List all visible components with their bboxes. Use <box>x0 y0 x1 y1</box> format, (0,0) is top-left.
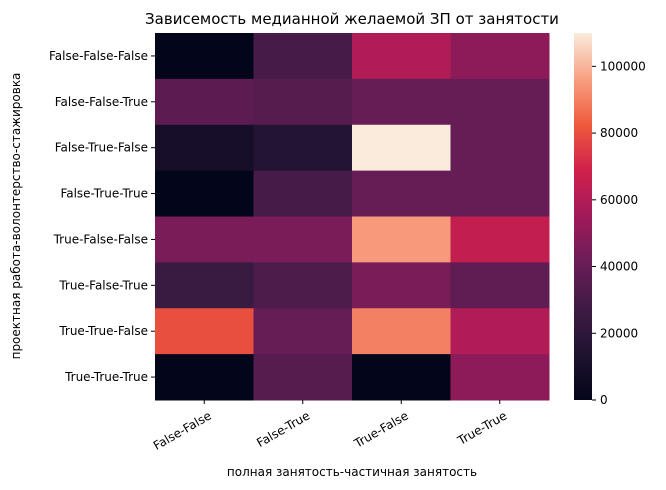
heatmap-cell <box>352 78 451 126</box>
heatmap-cell <box>155 216 254 263</box>
colorbar-tick-label: 60000 <box>600 193 638 207</box>
heatmap-cell <box>253 78 353 126</box>
heatmap-cell <box>352 170 451 217</box>
heatmap-cell <box>155 262 254 309</box>
heatmap-cell <box>253 308 353 355</box>
y-tick-labels: False-False-False False-False-True False-T… <box>49 49 155 384</box>
x-tick-label: False-False <box>151 408 214 452</box>
colorbar-tick-label: 0 <box>600 393 608 407</box>
heatmap-cell <box>352 262 451 309</box>
heatmap-cell <box>253 124 353 172</box>
y-tick-label: True-True-True <box>64 370 148 384</box>
y-tick-label: False-False-False <box>49 49 148 63</box>
heatmap-cell <box>253 170 353 217</box>
heatmap-cell <box>155 124 254 172</box>
y-tick-label: True-False-True <box>58 278 148 292</box>
x-tick-labels: False-False False-True True-False True-True <box>151 400 509 453</box>
heatmap-cell <box>253 354 353 401</box>
heatmap-cell <box>450 78 550 126</box>
y-tick-label: False-False-True <box>55 95 148 109</box>
heatmap-cell <box>450 124 550 172</box>
heatmap-cell <box>450 216 550 263</box>
x-tick-label: False-True <box>254 408 312 450</box>
x-tick-label: True-False <box>351 408 411 451</box>
y-tick-label: True-True-False <box>58 324 148 338</box>
heatmap-cell <box>450 354 550 401</box>
colorbar-tick-label: 20000 <box>600 326 638 340</box>
colorbar-tick-label: 80000 <box>600 126 638 140</box>
heatmap-cells <box>155 33 550 401</box>
heatmap-cell <box>155 354 254 401</box>
x-tick-label: True-True <box>454 408 509 448</box>
heatmap-cell <box>352 354 451 401</box>
heatmap-cell <box>352 124 451 172</box>
colorbar-tick-label: 100000 <box>600 59 646 73</box>
colorbar-tick-label: 40000 <box>600 260 638 274</box>
heatmap-cell <box>450 262 550 309</box>
colorbar-ticks: 0 20000 40000 60000 80000 100000 <box>592 59 646 407</box>
heatmap-cell <box>450 170 550 217</box>
y-tick-label: False-True-True <box>60 187 148 201</box>
colorbar <box>574 33 592 400</box>
heatmap-cell <box>155 308 254 355</box>
y-tick-label: True-False-False <box>53 232 148 246</box>
heatmap-cell <box>450 33 550 80</box>
heatmap-cell <box>253 262 353 309</box>
chart-title: Зависемость медианной желаемой ЗП от зан… <box>145 10 559 28</box>
heatmap-cell <box>155 33 254 80</box>
heatmap-cell <box>155 170 254 217</box>
heatmap-cell <box>253 216 353 263</box>
x-axis-label: полная занятость-частичная занятость <box>227 465 477 479</box>
heatmap-cell <box>155 78 254 126</box>
heatmap-cell <box>352 33 451 80</box>
heatmap-cell <box>253 33 353 80</box>
heatmap-cell <box>352 308 451 355</box>
y-tick-label: False-True-False <box>55 141 148 155</box>
y-axis-label: проектная работа-волонтерство-стажировка <box>9 73 23 360</box>
heatmap-cell <box>450 308 550 355</box>
heatmap-cell <box>352 216 451 263</box>
